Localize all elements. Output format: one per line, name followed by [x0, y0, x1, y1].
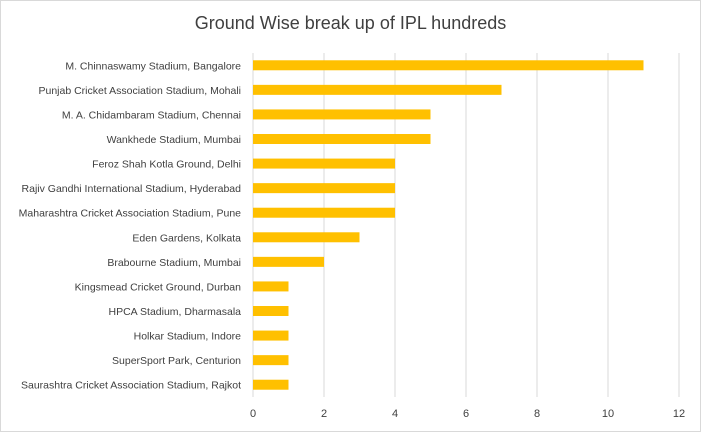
bar: [253, 330, 289, 341]
category-label: Saurashtra Cricket Association Stadium, …: [21, 380, 241, 392]
bar: [253, 109, 431, 120]
category-label: Punjab Cricket Association Stadium, Moha…: [38, 85, 241, 97]
bar: [253, 355, 289, 366]
bar: [253, 207, 395, 218]
bar: [253, 256, 324, 267]
category-label: Kingsmead Cricket Ground, Durban: [75, 281, 241, 293]
bar: [253, 232, 360, 243]
category-label: Feroz Shah Kotla Ground, Delhi: [92, 159, 241, 171]
category-label: M. A. Chidambaram Stadium, Chennai: [62, 109, 241, 121]
x-tick-label: 10: [602, 408, 614, 420]
bar: [253, 281, 289, 292]
x-tick-label: 0: [250, 408, 256, 420]
bar: [253, 60, 644, 71]
category-label: Wankhede Stadium, Mumbai: [107, 134, 241, 146]
x-tick-label: 2: [321, 408, 327, 420]
x-tick-label: 8: [534, 408, 540, 420]
category-label: SuperSport Park, Centurion: [112, 355, 241, 367]
x-tick-label: 4: [392, 408, 398, 420]
bar: [253, 379, 289, 390]
bar: [253, 306, 289, 316]
category-label: Maharashtra Cricket Association Stadium,…: [19, 208, 242, 220]
category-label: Brabourne Stadium, Mumbai: [107, 257, 241, 269]
x-tick-label: 12: [673, 408, 685, 420]
category-label: M. Chinnaswamy Stadium, Bangalore: [65, 60, 241, 72]
category-label: Rajiv Gandhi International Stadium, Hyde…: [22, 183, 242, 195]
bar: [253, 84, 502, 95]
category-label: HPCA Stadium, Dharmasala: [109, 306, 242, 318]
chart-title: Ground Wise break up of IPL hundreds: [194, 13, 507, 33]
bar: [253, 158, 395, 169]
category-label: Holkar Stadium, Indore: [134, 331, 242, 343]
x-tick-label: 6: [463, 408, 469, 420]
bar: [253, 183, 395, 194]
category-label: Eden Gardens, Kolkata: [132, 232, 241, 244]
bar: [253, 134, 431, 144]
